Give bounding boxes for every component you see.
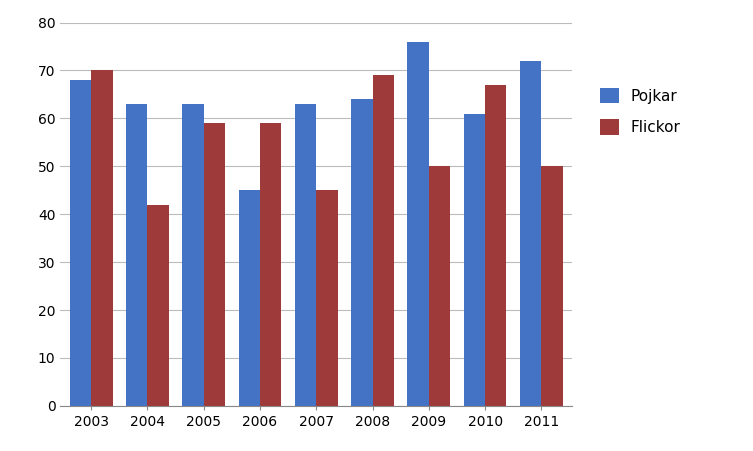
Bar bbox=[148, 205, 169, 406]
Bar bbox=[91, 70, 112, 406]
Bar bbox=[204, 123, 225, 406]
Bar bbox=[464, 114, 485, 406]
Bar bbox=[541, 166, 562, 406]
Bar bbox=[428, 166, 450, 406]
Bar bbox=[316, 190, 337, 406]
Bar bbox=[407, 41, 428, 406]
Bar bbox=[126, 104, 148, 406]
Bar bbox=[520, 61, 541, 406]
Bar bbox=[295, 104, 316, 406]
Legend: Pojkar, Flickor: Pojkar, Flickor bbox=[600, 87, 681, 135]
Bar bbox=[260, 123, 282, 406]
Bar bbox=[351, 99, 373, 406]
Bar bbox=[70, 80, 91, 406]
Bar bbox=[485, 85, 507, 406]
Bar bbox=[373, 75, 394, 406]
Bar bbox=[239, 190, 260, 406]
Bar bbox=[182, 104, 204, 406]
